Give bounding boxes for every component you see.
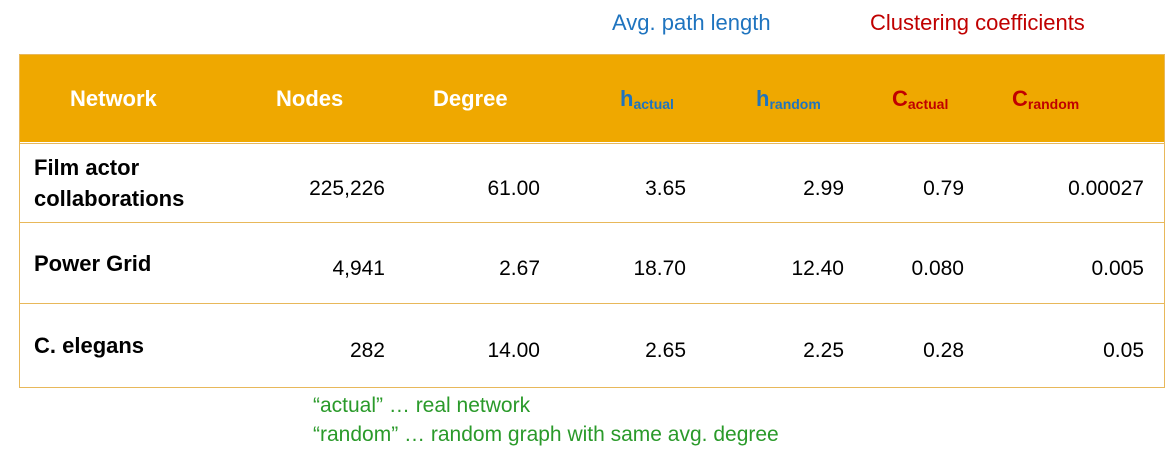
note-random: “random” … random graph with same avg. d… [313,423,779,446]
h-actual-value: 18.70 [633,257,686,280]
c-random-value: 0.005 [1091,257,1144,280]
c-random-value: 0.00027 [1068,177,1144,200]
h-actual-value: 3.65 [645,177,686,200]
network-name: Power Grid [34,250,152,276]
degree-value: 61.00 [487,177,540,200]
h-random-value: 12.40 [791,257,844,280]
h-random-value: 2.25 [803,339,844,362]
header-network: Network [70,85,157,111]
note-actual: “actual” … real network [313,394,531,417]
header-degree: Degree [433,85,508,111]
nodes-value: 282 [349,339,385,362]
network-name: C. elegans [34,332,145,358]
network-name: Film actor collaborations [34,155,185,211]
c-actual-value: 0.080 [911,257,964,280]
clustering-coefficients-caption: Clustering coefficients [870,10,1085,35]
table-row: C. elegans 282 14.00 2.65 2.25 0.28 0.05 [20,303,1164,387]
c-random-value: 0.05 [1103,339,1144,362]
nodes-value: 4,941 [332,257,385,280]
header-h-random: h random [756,85,821,112]
degree-value: 2.67 [499,257,540,280]
avg-path-length-caption: Avg. path length [612,10,771,35]
c-actual-value: 0.28 [923,339,964,362]
c-actual-value: 0.79 [923,177,964,200]
h-actual-value: 2.65 [645,339,686,362]
table-row: Power Grid 4,941 2.67 18.70 12.40 0.080 … [20,222,1164,304]
table-row: Film actor collaborations 225,226 61.00 3… [20,143,1164,222]
h-random-value: 2.99 [803,177,844,200]
nodes-value: 225,226 [309,177,385,200]
degree-value: 14.00 [487,339,540,362]
header-h-actual: h actual [620,85,674,112]
header-nodes: Nodes [276,85,344,111]
